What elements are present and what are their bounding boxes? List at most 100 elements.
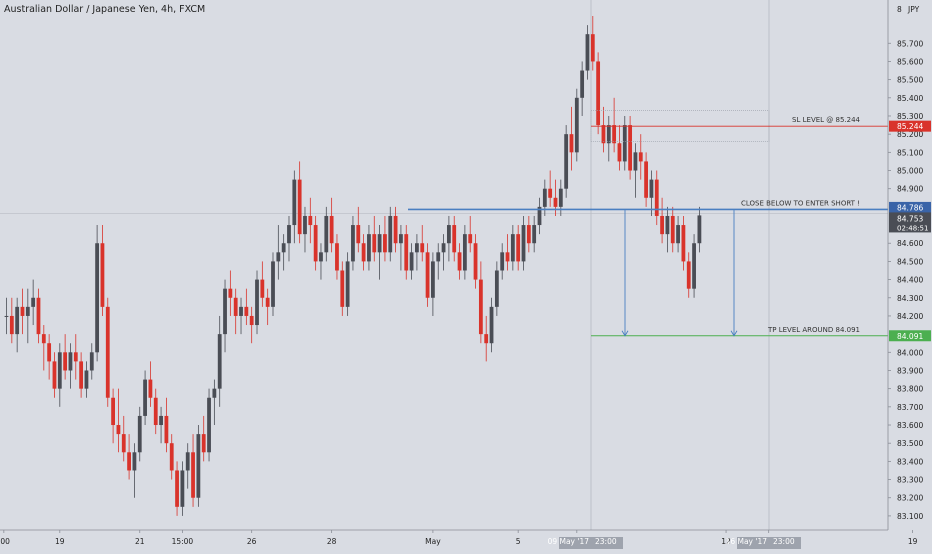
price-tick-label: 83.600	[897, 421, 923, 430]
price-tick-label: 84.600	[897, 239, 923, 248]
candle	[510, 225, 515, 271]
candle	[638, 134, 643, 180]
candle-body	[473, 243, 478, 280]
candle-body	[676, 225, 680, 244]
candle-body	[105, 306, 110, 398]
time-highlight-start-date: 09 May '17	[548, 537, 590, 546]
candle-body	[303, 215, 307, 235]
candle	[399, 225, 403, 271]
candle	[249, 306, 254, 344]
candle	[281, 234, 286, 271]
candle	[260, 261, 265, 307]
candle	[628, 115, 633, 180]
candle-body	[585, 34, 590, 71]
candle-body	[233, 297, 238, 316]
sl-price-badge: 85.244	[889, 120, 931, 132]
candle	[553, 179, 558, 216]
candle	[670, 206, 675, 253]
price-tick-label: 85.500	[897, 76, 923, 85]
candle	[63, 334, 68, 380]
candle-body	[201, 434, 206, 453]
candle-body	[404, 234, 409, 271]
candle-body	[9, 315, 14, 335]
candle	[20, 288, 25, 335]
candle-body	[335, 243, 339, 271]
candle-body	[340, 270, 345, 307]
candle-body	[494, 270, 499, 307]
candle	[223, 279, 227, 353]
candle	[622, 115, 627, 171]
candle-body	[127, 452, 131, 471]
candle-body	[255, 279, 259, 326]
candle	[457, 243, 462, 280]
candle-body	[388, 215, 393, 253]
candle	[409, 243, 414, 280]
candle	[340, 261, 345, 316]
price-tick-label: 83.900	[897, 366, 923, 375]
candle	[4, 297, 9, 335]
candle	[228, 270, 233, 316]
candle	[127, 434, 131, 480]
price-tick-label: 83.500	[897, 439, 923, 448]
price-tick-label: 85.400	[897, 94, 923, 103]
candle	[191, 434, 195, 507]
candle-body	[367, 234, 371, 262]
price-tick-label: 85.200	[897, 130, 923, 139]
candle	[201, 415, 206, 462]
candle-body	[462, 234, 467, 271]
candle-body	[116, 425, 121, 435]
candle-body	[505, 252, 510, 262]
candle	[425, 243, 430, 307]
candle	[351, 215, 355, 271]
arrow-head-icon	[621, 330, 629, 337]
candle-body	[41, 334, 46, 344]
candle-body	[36, 297, 41, 335]
candle-body	[548, 188, 553, 198]
candle-body	[420, 243, 425, 253]
candle	[111, 388, 115, 444]
time-tick-label: 28	[327, 537, 337, 546]
candle-body	[468, 234, 473, 244]
candle	[372, 215, 377, 262]
candle	[271, 252, 275, 316]
candle-body	[244, 306, 249, 316]
price-tick-label: 84.400	[897, 276, 923, 285]
candle	[436, 243, 441, 280]
candle-body	[265, 297, 270, 307]
price-tick-label: 83.300	[897, 476, 923, 485]
candle	[654, 170, 659, 226]
candle	[95, 225, 100, 362]
candle-body	[196, 434, 201, 498]
candle	[233, 288, 238, 335]
candle	[606, 115, 611, 162]
candle-body	[324, 215, 329, 253]
time-tick-label: 21	[135, 537, 145, 546]
time-highlight-end: 16 May '17 23:00	[726, 537, 801, 549]
candle	[596, 52, 601, 135]
candle-body	[121, 434, 126, 453]
candle-body	[409, 252, 414, 271]
candle-body	[95, 243, 100, 353]
candle	[116, 388, 121, 453]
candle	[601, 106, 606, 153]
price-axis[interactable]: 85.700 85.600 85.500 85.400 85.300 85.200 85.1…	[887, 0, 932, 550]
candle	[265, 288, 270, 326]
candle-body	[692, 243, 696, 289]
candle	[196, 425, 201, 507]
candle	[446, 215, 451, 262]
candle-body	[580, 70, 585, 98]
candles	[4, 16, 702, 516]
candle	[542, 179, 547, 216]
candle	[521, 215, 526, 271]
candle	[526, 215, 531, 253]
candle	[143, 370, 147, 426]
last-price-text: 84.753	[897, 214, 923, 223]
candle-body	[153, 397, 158, 426]
candle-body	[111, 397, 115, 426]
candle-body	[526, 225, 531, 244]
candle	[686, 252, 691, 298]
candle-body	[654, 179, 659, 216]
